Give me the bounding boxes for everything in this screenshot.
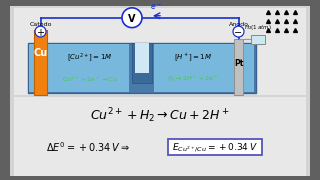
Bar <box>251 35 265 44</box>
Bar <box>234 39 243 95</box>
Text: $e^-$: $e^-$ <box>150 2 162 12</box>
Text: $Cu^{2+} + 2e^- \rightarrow Cu$: $Cu^{2+} + 2e^- \rightarrow Cu$ <box>61 74 117 84</box>
Text: $\Delta E^0 = +0.34\,V \Rightarrow$: $\Delta E^0 = +0.34\,V \Rightarrow$ <box>46 140 130 154</box>
Bar <box>154 44 254 92</box>
Text: $E_{Cu^{2+}/Cu} = +0.34\,V$: $E_{Cu^{2+}/Cu} = +0.34\,V$ <box>172 141 258 154</box>
Text: Pt: Pt <box>234 59 243 68</box>
Text: $[Cu^{2+}]= 1M$: $[Cu^{2+}]= 1M$ <box>67 51 112 64</box>
Circle shape <box>35 26 46 37</box>
Bar <box>135 43 149 73</box>
Text: Cu: Cu <box>33 48 48 58</box>
Text: $H_2 \rightarrow 2H^+ + 2e^-$: $H_2 \rightarrow 2H^+ + 2e^-$ <box>167 74 219 84</box>
Text: +: + <box>36 28 44 38</box>
Text: Catodo: Catodo <box>29 22 52 27</box>
Text: $Cu^{2+} + H_2 \rightarrow Cu + 2H^+$: $Cu^{2+} + H_2 \rightarrow Cu + 2H^+$ <box>90 106 230 125</box>
Bar <box>14 97 306 176</box>
Bar <box>34 30 47 95</box>
Circle shape <box>233 26 244 37</box>
Bar <box>14 8 306 95</box>
Text: $[H^+]= 1M$: $[H^+]= 1M$ <box>174 51 212 63</box>
Bar <box>132 43 152 83</box>
Circle shape <box>122 8 142 28</box>
Bar <box>29 44 129 92</box>
Text: −: − <box>235 28 243 38</box>
Bar <box>28 43 256 93</box>
Text: Anodo: Anodo <box>228 22 249 27</box>
Bar <box>168 140 262 155</box>
Text: V: V <box>128 14 136 24</box>
Text: $H_2(1\,atm)$: $H_2(1\,atm)$ <box>244 22 271 32</box>
